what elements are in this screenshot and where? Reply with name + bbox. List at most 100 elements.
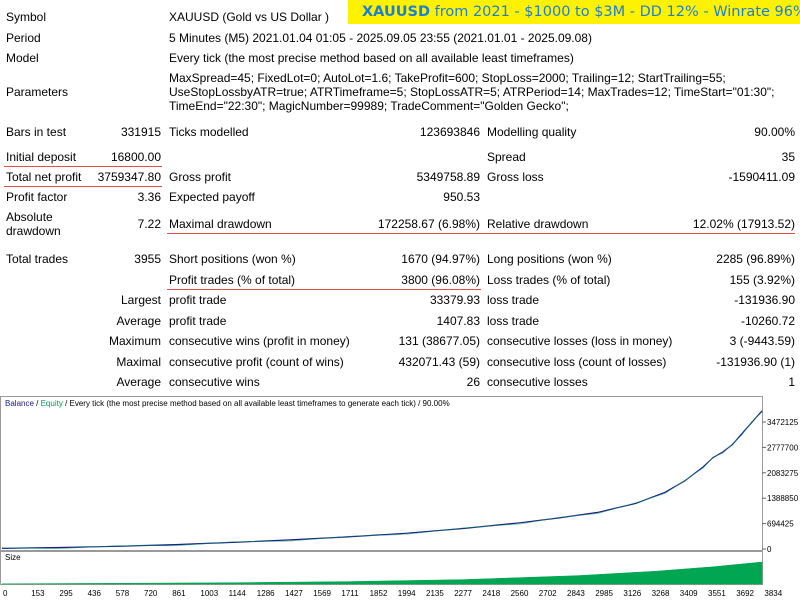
- y-tick-label: 2083275: [767, 469, 799, 478]
- chart-legend: Balance / Equity / Every tick (the most …: [5, 399, 450, 408]
- banner-symbol: XAUUSD: [362, 4, 430, 20]
- x-tick-label: 1003: [200, 589, 218, 598]
- x-tick-label: 3834: [764, 589, 782, 598]
- x-tick-label: 2702: [539, 589, 557, 598]
- equity-line: [1, 411, 763, 550]
- x-tick-label: 861: [172, 589, 186, 598]
- avgcons-label: Average: [116, 375, 161, 389]
- symbol-value: XAUUSD (Gold vs US Dollar ): [169, 10, 330, 24]
- model-label: Model: [6, 51, 39, 65]
- maxlosses-value: 3 (-9443.59): [729, 334, 795, 348]
- grossprofit-value: 5349758.89: [416, 170, 480, 184]
- average-loss-label: loss trade: [487, 314, 540, 328]
- deposit-label: Initial deposit: [6, 150, 77, 164]
- deposit-underline: [4, 166, 162, 167]
- symbol-label: Symbol: [6, 10, 47, 24]
- average-profit-label: profit trade: [169, 314, 227, 328]
- x-tick-label: 3409: [680, 589, 698, 598]
- x-tick-label: 720: [144, 589, 158, 598]
- reldd-value: 12.02% (17913.52): [692, 217, 795, 231]
- netprofit-value: 3759347.80: [97, 170, 161, 184]
- x-tick-label: 3692: [736, 589, 754, 598]
- absdd-label-1: Absolute: [6, 210, 53, 224]
- pf-value: 3.36: [137, 190, 161, 204]
- avgwins-value: 26: [466, 375, 480, 389]
- legend-rest: / Every tick (the most precise method ba…: [63, 399, 450, 408]
- payoff-label: Expected payoff: [169, 190, 255, 204]
- balance-chart: Balance / Equity / Every tick (the most …: [0, 396, 800, 600]
- x-tick-label: 0: [3, 589, 8, 598]
- avglosses-label: consecutive losses: [487, 375, 588, 389]
- chart-svg: Balance / Equity / Every tick (the most …: [0, 396, 799, 598]
- netprofit-underline: [4, 186, 162, 187]
- x-tick-label: 1852: [370, 589, 388, 598]
- x-axis: 0 153 295 436 578 720 861 1003 1144 1286 1427 1569 1…: [3, 589, 783, 598]
- losstrades-value: 155 (3.92%): [729, 273, 795, 287]
- parameters-line: TimeEnd="22:30"; MagicNumber=99989; Trad…: [169, 99, 569, 113]
- parameters-label: Parameters: [6, 85, 69, 99]
- legend-equity: Equity: [41, 399, 63, 408]
- period-value: 5 Minutes (M5) 2021.01.04 01:05 - 2025.0…: [169, 31, 592, 45]
- spread-value: 35: [781, 150, 795, 164]
- netprofit-label: Total net profit: [6, 170, 82, 184]
- maxprofit-value: 432071.43 (59): [398, 355, 480, 369]
- promo-banner: XAUUSD from 2021 - $1000 to $3M - DD 12%…: [348, 0, 800, 24]
- short-value: 1670 (94.97%): [401, 252, 480, 266]
- banner-text: from 2021 - $1000 to $3M - DD 12% - Winr…: [429, 4, 800, 20]
- quality-value: 90.00%: [754, 125, 795, 139]
- bars-value: 331915: [120, 125, 161, 139]
- bars-label: Bars in test: [6, 125, 67, 139]
- maxloss-value: -131936.90 (1): [716, 355, 795, 369]
- y-axis: 3472125 2777700 2083275 1388850 694425 0: [762, 418, 799, 554]
- deposit-value: 16800.00: [110, 150, 161, 164]
- model-value: Every tick (the most precise method base…: [169, 51, 574, 65]
- x-tick-label: 2843: [567, 589, 585, 598]
- period-label: Period: [6, 31, 41, 45]
- y-tick-label: 3472125: [767, 418, 799, 427]
- largest-profit-label: profit trade: [169, 293, 227, 307]
- short-label: Short positions (won %): [169, 252, 296, 266]
- avgwins-label: consecutive wins: [169, 375, 260, 389]
- maxdd-value: 172258.67 (6.98%): [377, 217, 480, 231]
- x-tick-label: 2985: [595, 589, 613, 598]
- maximal-label: Maximal: [116, 355, 161, 369]
- y-tick-label: 0: [767, 545, 772, 554]
- grossprofit-label: Gross profit: [169, 170, 232, 184]
- legend-sep: /: [34, 399, 41, 408]
- largest-label: Largest: [120, 293, 161, 307]
- pf-label: Profit factor: [6, 190, 68, 204]
- parameters-line: UseStopLossbyATR=true; ATRTimeframe=5; S…: [169, 85, 775, 99]
- average-loss-value: -10260.72: [740, 314, 795, 328]
- avglosses-value: 1: [788, 375, 795, 389]
- long-value: 2285 (96.89%): [716, 252, 795, 266]
- main-chart-frame: [0, 396, 763, 551]
- absdd-value: 7.22: [137, 217, 161, 231]
- largest-loss-value: -131936.90: [734, 293, 795, 307]
- parameters-value: MaxSpread=45; FixedLot=0; AutoLot=1.6; T…: [169, 71, 797, 113]
- x-tick-label: 1569: [313, 589, 331, 598]
- maxloss-label: consecutive loss (count of losses): [487, 355, 667, 369]
- profittrades-label: Profit trades (% of total): [169, 273, 296, 287]
- trades-value: 3955: [134, 252, 161, 266]
- maxlosses-label: consecutive losses (loss in money): [487, 334, 673, 348]
- x-tick-label: 2560: [511, 589, 529, 598]
- grossloss-label: Gross loss: [487, 170, 544, 184]
- profittrades-underline: [167, 289, 481, 290]
- average-profit-value: 1407.83: [436, 314, 480, 328]
- maxdd-label: Maximal drawdown: [169, 217, 272, 231]
- y-tick-label: 2777700: [767, 443, 799, 452]
- x-tick-label: 436: [88, 589, 102, 598]
- y-tick-label: 1388850: [767, 494, 799, 503]
- x-tick-label: 3551: [708, 589, 726, 598]
- ticks-value: 123693846: [419, 125, 480, 139]
- largest-loss-label: loss trade: [487, 293, 540, 307]
- reldd-label: Relative drawdown: [487, 217, 589, 231]
- x-tick-label: 578: [116, 589, 130, 598]
- grossloss-value: -1590411.09: [728, 170, 795, 184]
- x-tick-label: 1994: [398, 589, 416, 598]
- x-tick-label: 153: [31, 589, 45, 598]
- maximum-label: Maximum: [108, 334, 161, 348]
- x-tick-label: 2277: [454, 589, 472, 598]
- payoff-value: 950.53: [443, 190, 480, 204]
- x-tick-label: 3126: [623, 589, 641, 598]
